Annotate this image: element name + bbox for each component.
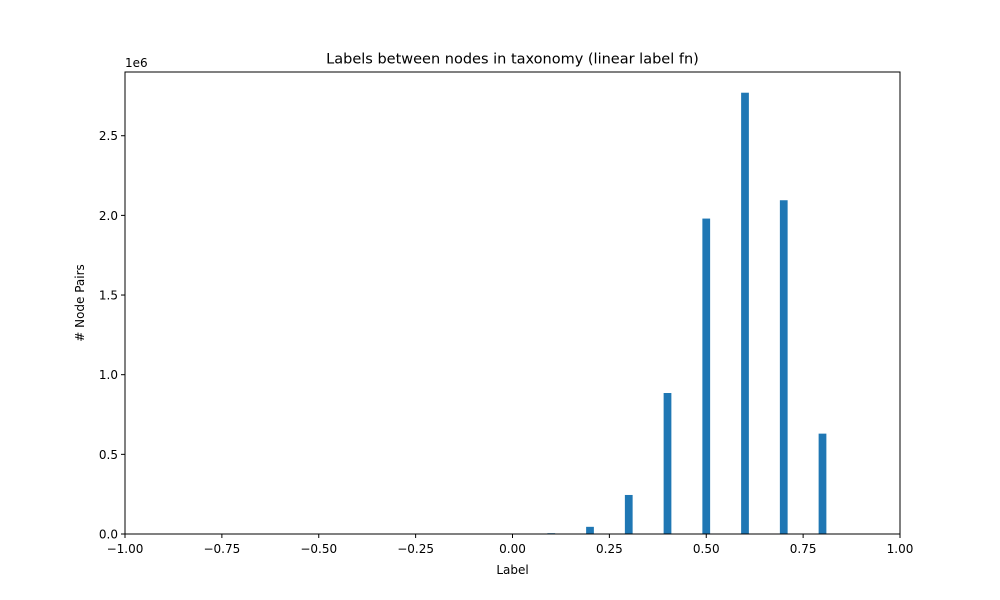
y-tick-label: 2.0: [99, 209, 118, 223]
x-tick-label: 0.00: [499, 542, 526, 556]
x-axis-label: Label: [496, 563, 528, 577]
bar: [702, 218, 711, 534]
bar: [663, 393, 672, 534]
y-tick-label: 0.0: [99, 528, 118, 542]
y-tick-label: 0.5: [99, 448, 118, 462]
x-tick-label: 0.50: [693, 542, 720, 556]
bar: [818, 433, 827, 534]
bar: [741, 92, 749, 535]
x-tick-label: −0.25: [397, 542, 434, 556]
x-tick-label: −0.50: [300, 542, 337, 556]
y-offset-label: 1e6: [125, 56, 148, 70]
y-tick-label: 2.5: [99, 129, 118, 143]
bar: [586, 526, 594, 534]
y-axis-label: # Node Pairs: [73, 264, 87, 342]
y-tick-label: 1.0: [99, 368, 118, 382]
bar: [779, 200, 788, 535]
x-tick-label: 0.75: [790, 542, 817, 556]
x-axis: −1.00 −0.75 −0.50 −0.25 0.00 0.25 0.50 0.75 1.00: [107, 534, 914, 556]
chart-title: Labels between nodes in taxonomy (linear…: [326, 52, 699, 68]
y-tick-label: 1.5: [99, 289, 118, 303]
bars-group: [547, 92, 827, 535]
x-tick-label: 0.25: [596, 542, 623, 556]
x-tick-label: 1.00: [887, 542, 914, 556]
y-axis: 0.0 0.5 1.0 1.5 2.0 2.5: [99, 129, 125, 542]
x-tick-label: −1.00: [107, 542, 144, 556]
bar: [624, 494, 633, 534]
x-tick-label: −0.75: [203, 542, 240, 556]
